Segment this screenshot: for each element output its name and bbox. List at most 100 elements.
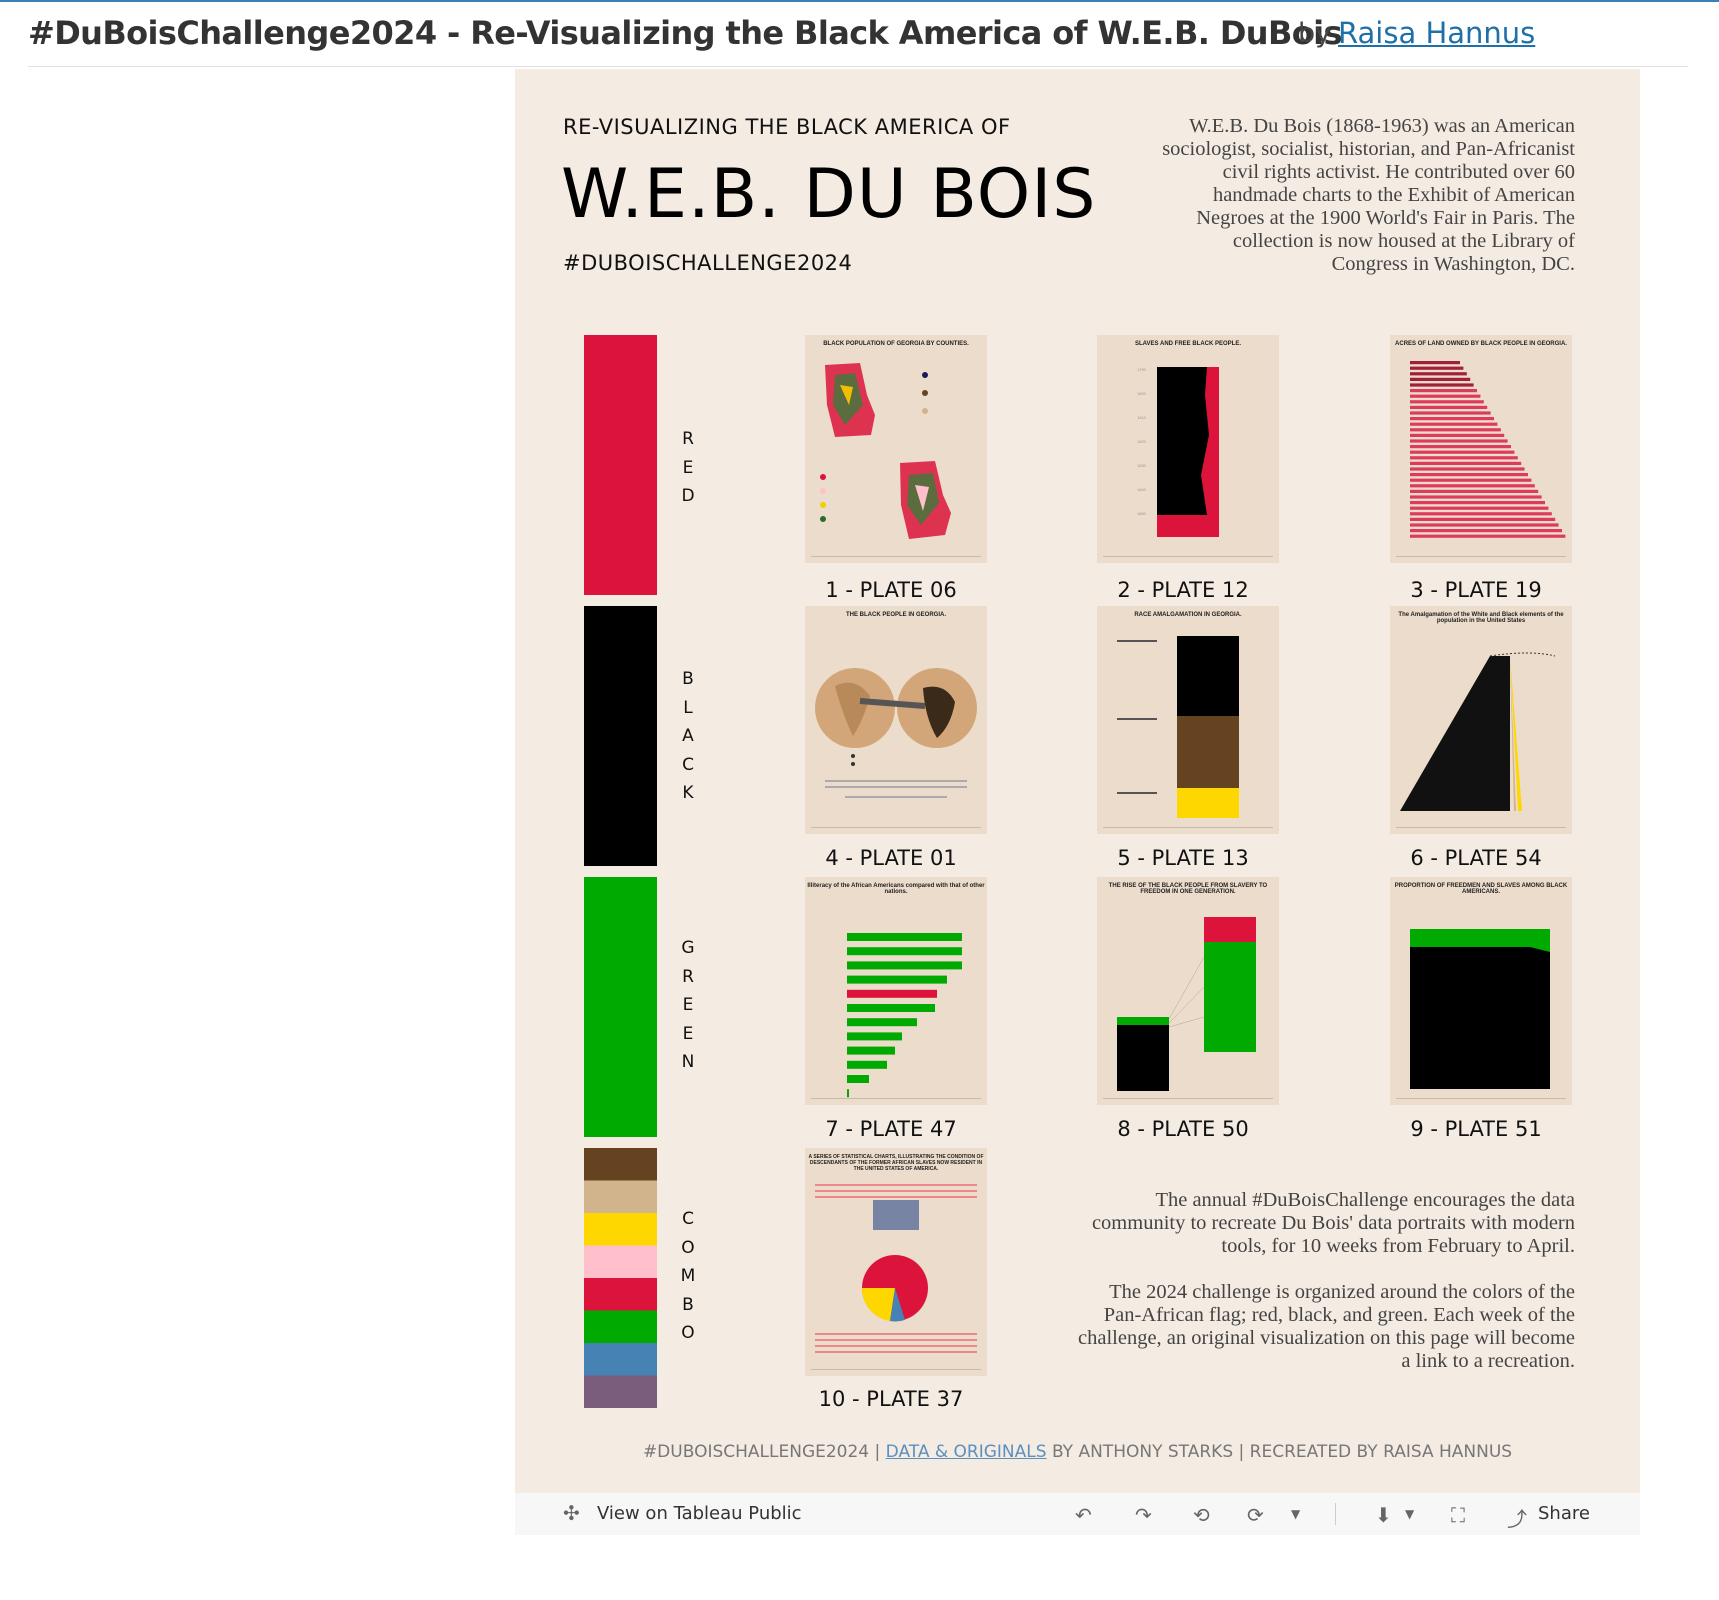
thumb-bar bbox=[847, 933, 962, 941]
group-label-letter: K bbox=[682, 783, 694, 803]
group-label-letter: E bbox=[682, 457, 694, 478]
thumb-bar bbox=[1410, 484, 1535, 488]
thumb-bar bbox=[1410, 361, 1460, 365]
plate-12-thumbnail[interactable]: SLAVES AND FREE BLACK PEOPLE. 1790 1800 18… bbox=[1097, 335, 1279, 563]
thumb-bar bbox=[847, 1060, 887, 1069]
plate-50-label[interactable]: 8 - PLATE 50 bbox=[1117, 1117, 1249, 1141]
thumb-bar bbox=[1410, 445, 1511, 449]
revert-icon[interactable]: ⟲ bbox=[1193, 1503, 1210, 1527]
undo-icon[interactable]: ↶ bbox=[1075, 1503, 1092, 1527]
thumb-bar bbox=[1410, 512, 1552, 516]
group-label-letter: R bbox=[682, 429, 694, 449]
author-link[interactable]: Raisa Hannus bbox=[1338, 16, 1536, 50]
download-icon[interactable]: ⬇ bbox=[1375, 1503, 1392, 1527]
group-label-letter: L bbox=[683, 697, 693, 718]
plate-47-label[interactable]: 7 - PLATE 47 bbox=[825, 1117, 957, 1141]
thumb-bar bbox=[1410, 534, 1566, 538]
outro-paragraph-2: The 2024 challenge is organized around t… bbox=[1078, 1281, 1575, 1372]
plate-19-label[interactable]: 3 - PLATE 19 bbox=[1410, 578, 1542, 602]
svg-text:1820: 1820 bbox=[1137, 439, 1147, 444]
redo-icon[interactable]: ↷ bbox=[1135, 1503, 1152, 1527]
view-on-tableau-link[interactable]: View on Tableau Public bbox=[597, 1503, 802, 1524]
plate-06-thumbnail[interactable]: BLACK POPULATION OF GEORGIA BY COUNTIES. bbox=[805, 335, 987, 563]
svg-text:1840: 1840 bbox=[1137, 487, 1147, 492]
group-label-letter: B bbox=[682, 1294, 694, 1315]
toolbar-divider bbox=[1335, 1503, 1336, 1525]
group-label-letter: A bbox=[682, 726, 694, 746]
plate-13-label[interactable]: 5 - PLATE 13 bbox=[1117, 846, 1249, 870]
plate-13-thumbnail[interactable]: RACE AMALGAMATION IN GEORGIA. bbox=[1097, 606, 1279, 834]
thumb-bar bbox=[1410, 405, 1488, 409]
credit-hashtag: #DUBOISCHALLENGE2024 | bbox=[642, 1442, 881, 1462]
fullscreen-icon[interactable]: ⛶ bbox=[1451, 1503, 1465, 1527]
share-button[interactable]: Share bbox=[1538, 1503, 1590, 1524]
svg-text:1790: 1790 bbox=[1137, 367, 1147, 372]
thumb-bar bbox=[1410, 506, 1549, 510]
group-label-letter: N bbox=[681, 1052, 695, 1072]
tableau-logo-icon: ✣ bbox=[563, 1501, 580, 1525]
chevron-down-icon[interactable]: ▼ bbox=[1291, 1507, 1301, 1521]
thumb-bar bbox=[1410, 501, 1545, 505]
svg-text:1830: 1830 bbox=[1137, 463, 1147, 468]
plate-37-thumbnail[interactable]: A SERIES OF STATISTICAL CHARTS, ILLUSTRA… bbox=[805, 1148, 987, 1376]
thumb-bar bbox=[1410, 366, 1464, 370]
plate-06-label[interactable]: 1 - PLATE 06 bbox=[825, 578, 957, 602]
refresh-icon[interactable]: ⟳ bbox=[1247, 1503, 1264, 1527]
group-label-letter: G bbox=[681, 938, 695, 958]
outro-paragraph-1: The annual #DuBoisChallenge encourages t… bbox=[1091, 1189, 1575, 1257]
group-label-letter: R bbox=[682, 966, 694, 987]
plate-51-label[interactable]: 9 - PLATE 51 bbox=[1410, 1117, 1542, 1141]
thumb-bar bbox=[1410, 456, 1518, 460]
intro-paragraph: W.E.B. Du Bois (1868-1963) was an Americ… bbox=[1162, 115, 1575, 275]
plate-47-thumbnail[interactable]: Illiteracy of the African Americans comp… bbox=[805, 877, 987, 1105]
thumb-bar bbox=[1410, 439, 1508, 443]
thumb-bar bbox=[1410, 450, 1515, 454]
plate-01-label[interactable]: 4 - PLATE 01 bbox=[825, 846, 957, 870]
plate-37-label[interactable]: 10 - PLATE 37 bbox=[818, 1387, 964, 1411]
thumb-bar bbox=[847, 961, 962, 970]
thumb-bar bbox=[847, 1046, 895, 1055]
green-color-bar bbox=[584, 877, 657, 1137]
download-chevron-icon[interactable]: ▼ bbox=[1405, 1507, 1415, 1521]
svg-text:1810: 1810 bbox=[1137, 415, 1147, 420]
thumb-bar bbox=[847, 1018, 917, 1027]
data-originals-link[interactable]: DATA & ORIGINALS bbox=[885, 1442, 1047, 1462]
thumb-bar bbox=[1410, 495, 1542, 499]
thumb-bar bbox=[1410, 417, 1494, 421]
plate-01-thumbnail[interactable]: THE BLACK PEOPLE IN GEORGIA. bbox=[805, 606, 987, 834]
thumb-bar bbox=[1410, 517, 1556, 521]
viz-pretitle: RE-VISUALIZING THE BLACK AMERICA OF bbox=[563, 115, 1011, 139]
thumb-bar bbox=[1410, 523, 1559, 527]
credit-line: #DUBOISCHALLENGE2024 | DATA & ORIGINALS … bbox=[515, 1442, 1640, 1462]
svg-text:1800: 1800 bbox=[1137, 391, 1147, 396]
thumb-bar bbox=[1410, 383, 1474, 387]
thumb-bar bbox=[1410, 394, 1481, 398]
thumb-bar bbox=[847, 947, 962, 956]
viz-title: W.E.B. DU BOIS bbox=[561, 155, 1097, 234]
group-label-letter: E bbox=[682, 995, 694, 1015]
plate-54-thumbnail[interactable]: The Amalgamation of the White and Black … bbox=[1390, 606, 1572, 834]
outro-text: The annual #DuBoisChallenge encourages t… bbox=[1075, 1189, 1575, 1373]
thumb-bar bbox=[1410, 400, 1484, 404]
thumb-bar bbox=[1410, 377, 1471, 381]
group-label-letter: C bbox=[682, 1209, 694, 1229]
plate-12-label[interactable]: 2 - PLATE 12 bbox=[1117, 578, 1249, 602]
group-label-letter: O bbox=[681, 1323, 695, 1343]
thumb-bar bbox=[1410, 461, 1522, 465]
share-icon[interactable]: ⤴ bbox=[1507, 1507, 1527, 1531]
tableau-toolbar: ✣ View on Tableau Public ↶ ↷ ⟲ ⟳ ▼ ⬇ ▼ ⛶… bbox=[515, 1493, 1640, 1535]
thumb-bar bbox=[847, 1004, 935, 1012]
thumb-bar bbox=[847, 975, 947, 984]
page-header: #DuBoisChallenge2024 - Re-Visualizing th… bbox=[28, 12, 1688, 67]
group-label-letter: D bbox=[681, 486, 695, 506]
plate-54-label[interactable]: 6 - PLATE 54 bbox=[1410, 846, 1542, 870]
red-color-bar bbox=[584, 335, 657, 595]
top-accent-line bbox=[0, 0, 1719, 2]
plate-51-thumbnail[interactable]: PROPORTION OF FREEDMEN AND SLAVES AMONG … bbox=[1390, 877, 1572, 1105]
plate-19-thumbnail[interactable]: ACRES OF LAND OWNED BY BLACK PEOPLE IN G… bbox=[1390, 335, 1572, 563]
thumb-bar bbox=[1410, 422, 1498, 426]
plate-50-thumbnail[interactable]: THE RISE OF THE BLACK PEOPLE FROM SLAVER… bbox=[1097, 877, 1279, 1105]
